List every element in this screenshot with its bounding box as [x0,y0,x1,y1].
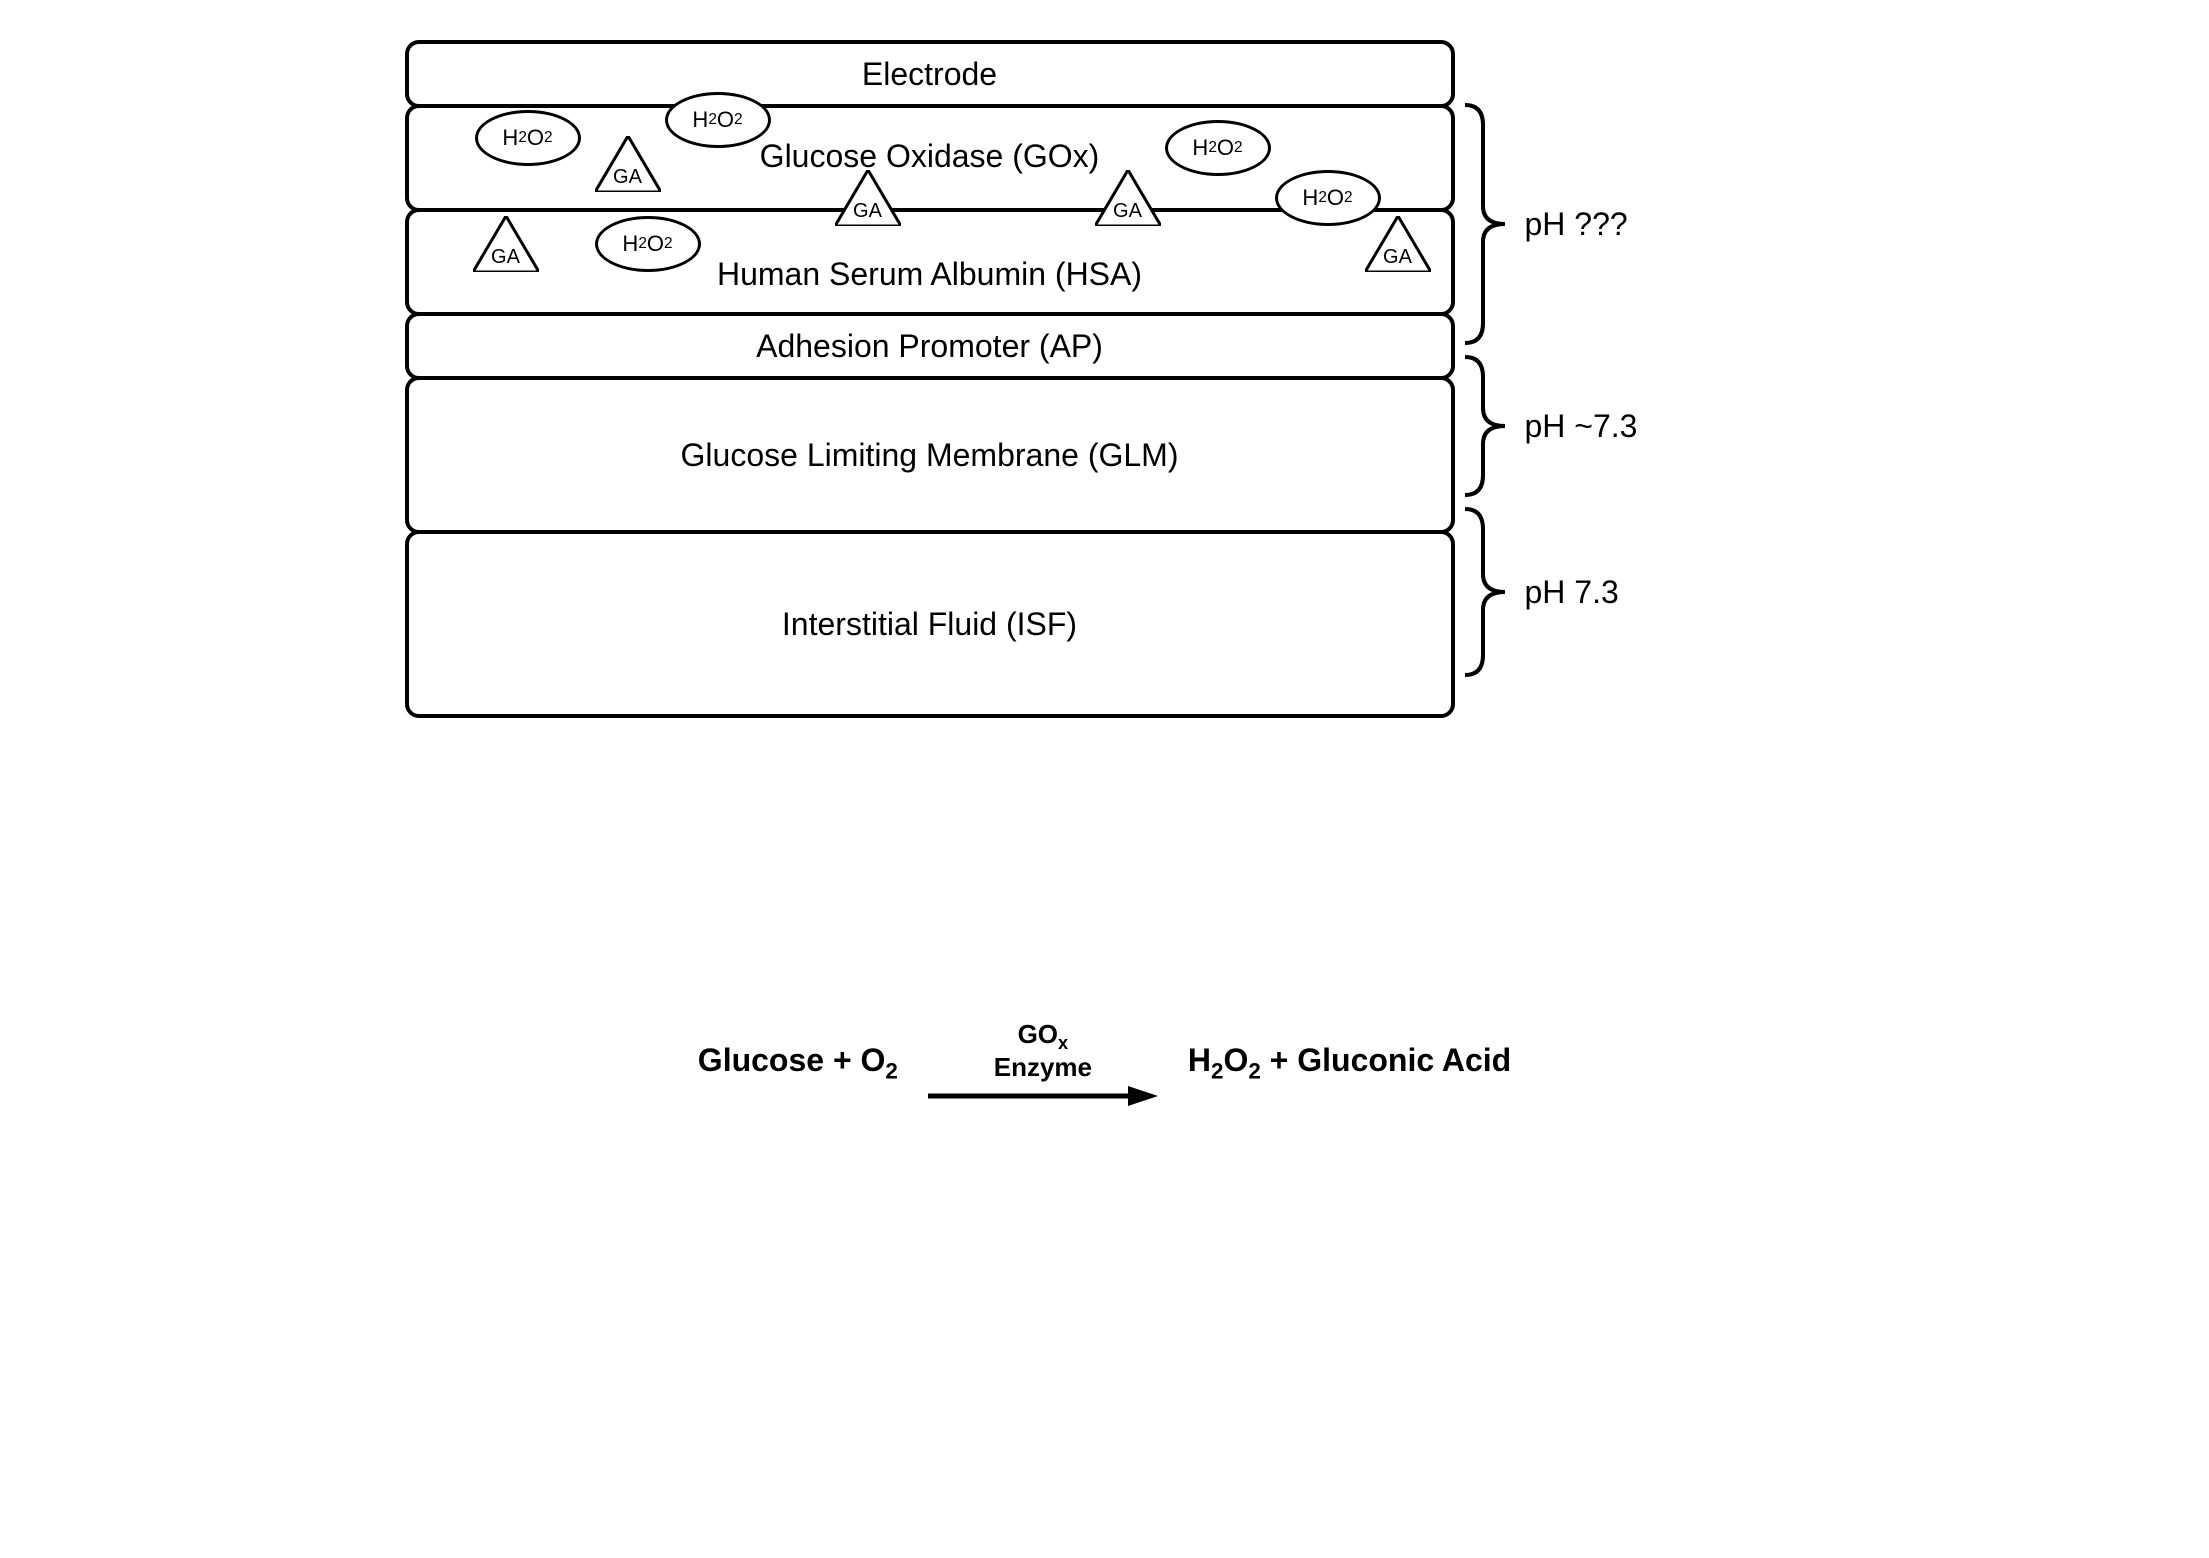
layer-label: Human Serum Albumin (HSA) [409,256,1451,293]
brace-icon [1465,100,1505,348]
equation-left: Glucose + O2 [698,1042,898,1084]
molecule-h2o2: H2O2 [665,92,771,148]
brace-label: pH 7.3 [1525,574,1619,611]
molecule-h2o2: H2O2 [475,110,581,166]
molecule-ga: GA [1095,170,1161,226]
layer-glm: Glucose Limiting Membrane (GLM) [405,376,1455,534]
biosensor-diagram: Electrode Glucose Oxidase (GOx) Human Se… [405,40,1805,1106]
equation-right: H2O2 + Gluconic Acid [1188,1042,1511,1084]
layer-hsa: Human Serum Albumin (HSA) [405,208,1455,316]
molecule-h2o2: H2O2 [595,216,701,272]
layer-label: Adhesion Promoter (AP) [756,328,1103,365]
layer-label: Electrode [862,56,997,93]
molecule-h2o2: H2O2 [1165,120,1271,176]
layer-label: Interstitial Fluid (ISF) [782,606,1077,643]
reaction-equation: Glucose + O2 GOxEnzyme H2O2 + Gluconic A… [405,1020,1805,1106]
brace-label: pH ??? [1525,206,1628,243]
arrow-caption-top: GOxEnzyme [994,1020,1092,1082]
molecule-ga: GA [835,170,901,226]
layer-label: Glucose Limiting Membrane (GLM) [681,437,1179,474]
molecule-ga: GA [1365,216,1431,272]
layer-isf: Interstitial Fluid (ISF) [405,530,1455,718]
layer-stack-area: Electrode Glucose Oxidase (GOx) Human Se… [405,40,1805,940]
layer-electrode: Electrode [405,40,1455,108]
layer-ap: Adhesion Promoter (AP) [405,312,1455,380]
molecule-ga: GA [595,136,661,192]
arrow-icon [928,1086,1158,1106]
reaction-arrow: GOxEnzyme [928,1020,1158,1106]
brace-label: pH ~7.3 [1525,408,1638,445]
brace-icon [1465,504,1505,680]
molecule-ga: GA [473,216,539,272]
brace-icon [1465,352,1505,500]
